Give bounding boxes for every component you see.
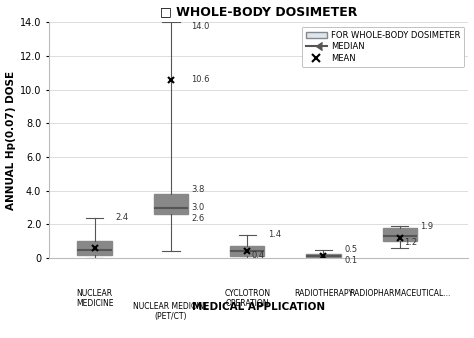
Text: 1.9: 1.9 bbox=[420, 222, 434, 231]
Text: NUCLEAR
MEDICINE: NUCLEAR MEDICINE bbox=[76, 289, 113, 308]
PathPatch shape bbox=[230, 246, 264, 257]
PathPatch shape bbox=[154, 194, 188, 214]
Text: 1.2: 1.2 bbox=[403, 238, 417, 247]
PathPatch shape bbox=[383, 228, 417, 241]
X-axis label: MEDICAL APPLICATION: MEDICAL APPLICATION bbox=[192, 302, 325, 312]
Text: NUCLEAR MEDICINE
(PET/CT): NUCLEAR MEDICINE (PET/CT) bbox=[133, 302, 209, 321]
Text: 2.6: 2.6 bbox=[191, 214, 205, 223]
Text: RADIOPHARMACEUTICAL...: RADIOPHARMACEUTICAL... bbox=[349, 289, 450, 298]
Title: □ WHOLE-BODY DOSIMETER: □ WHOLE-BODY DOSIMETER bbox=[160, 5, 357, 19]
Text: RADIOTHERAPY: RADIOTHERAPY bbox=[294, 289, 353, 298]
PathPatch shape bbox=[306, 254, 341, 257]
Text: 3.0: 3.0 bbox=[191, 203, 205, 212]
Text: 0.5: 0.5 bbox=[344, 245, 357, 254]
Text: 2.4: 2.4 bbox=[115, 213, 128, 222]
Text: 10.6: 10.6 bbox=[191, 75, 210, 84]
Text: 3.8: 3.8 bbox=[191, 185, 205, 194]
Legend: FOR WHOLE-BODY DOSIMETER, MEDIAN, MEAN: FOR WHOLE-BODY DOSIMETER, MEDIAN, MEAN bbox=[301, 27, 464, 67]
Text: 0.4: 0.4 bbox=[251, 251, 264, 260]
Text: 14.0: 14.0 bbox=[191, 23, 210, 31]
Text: CYCLOTRON
OPERATION: CYCLOTRON OPERATION bbox=[224, 289, 270, 308]
Text: 0.1: 0.1 bbox=[344, 257, 357, 265]
Text: 1.4: 1.4 bbox=[268, 230, 281, 239]
Y-axis label: ANNUAL Hp(0.07) DOSE: ANNUAL Hp(0.07) DOSE bbox=[6, 71, 16, 210]
PathPatch shape bbox=[77, 241, 112, 255]
